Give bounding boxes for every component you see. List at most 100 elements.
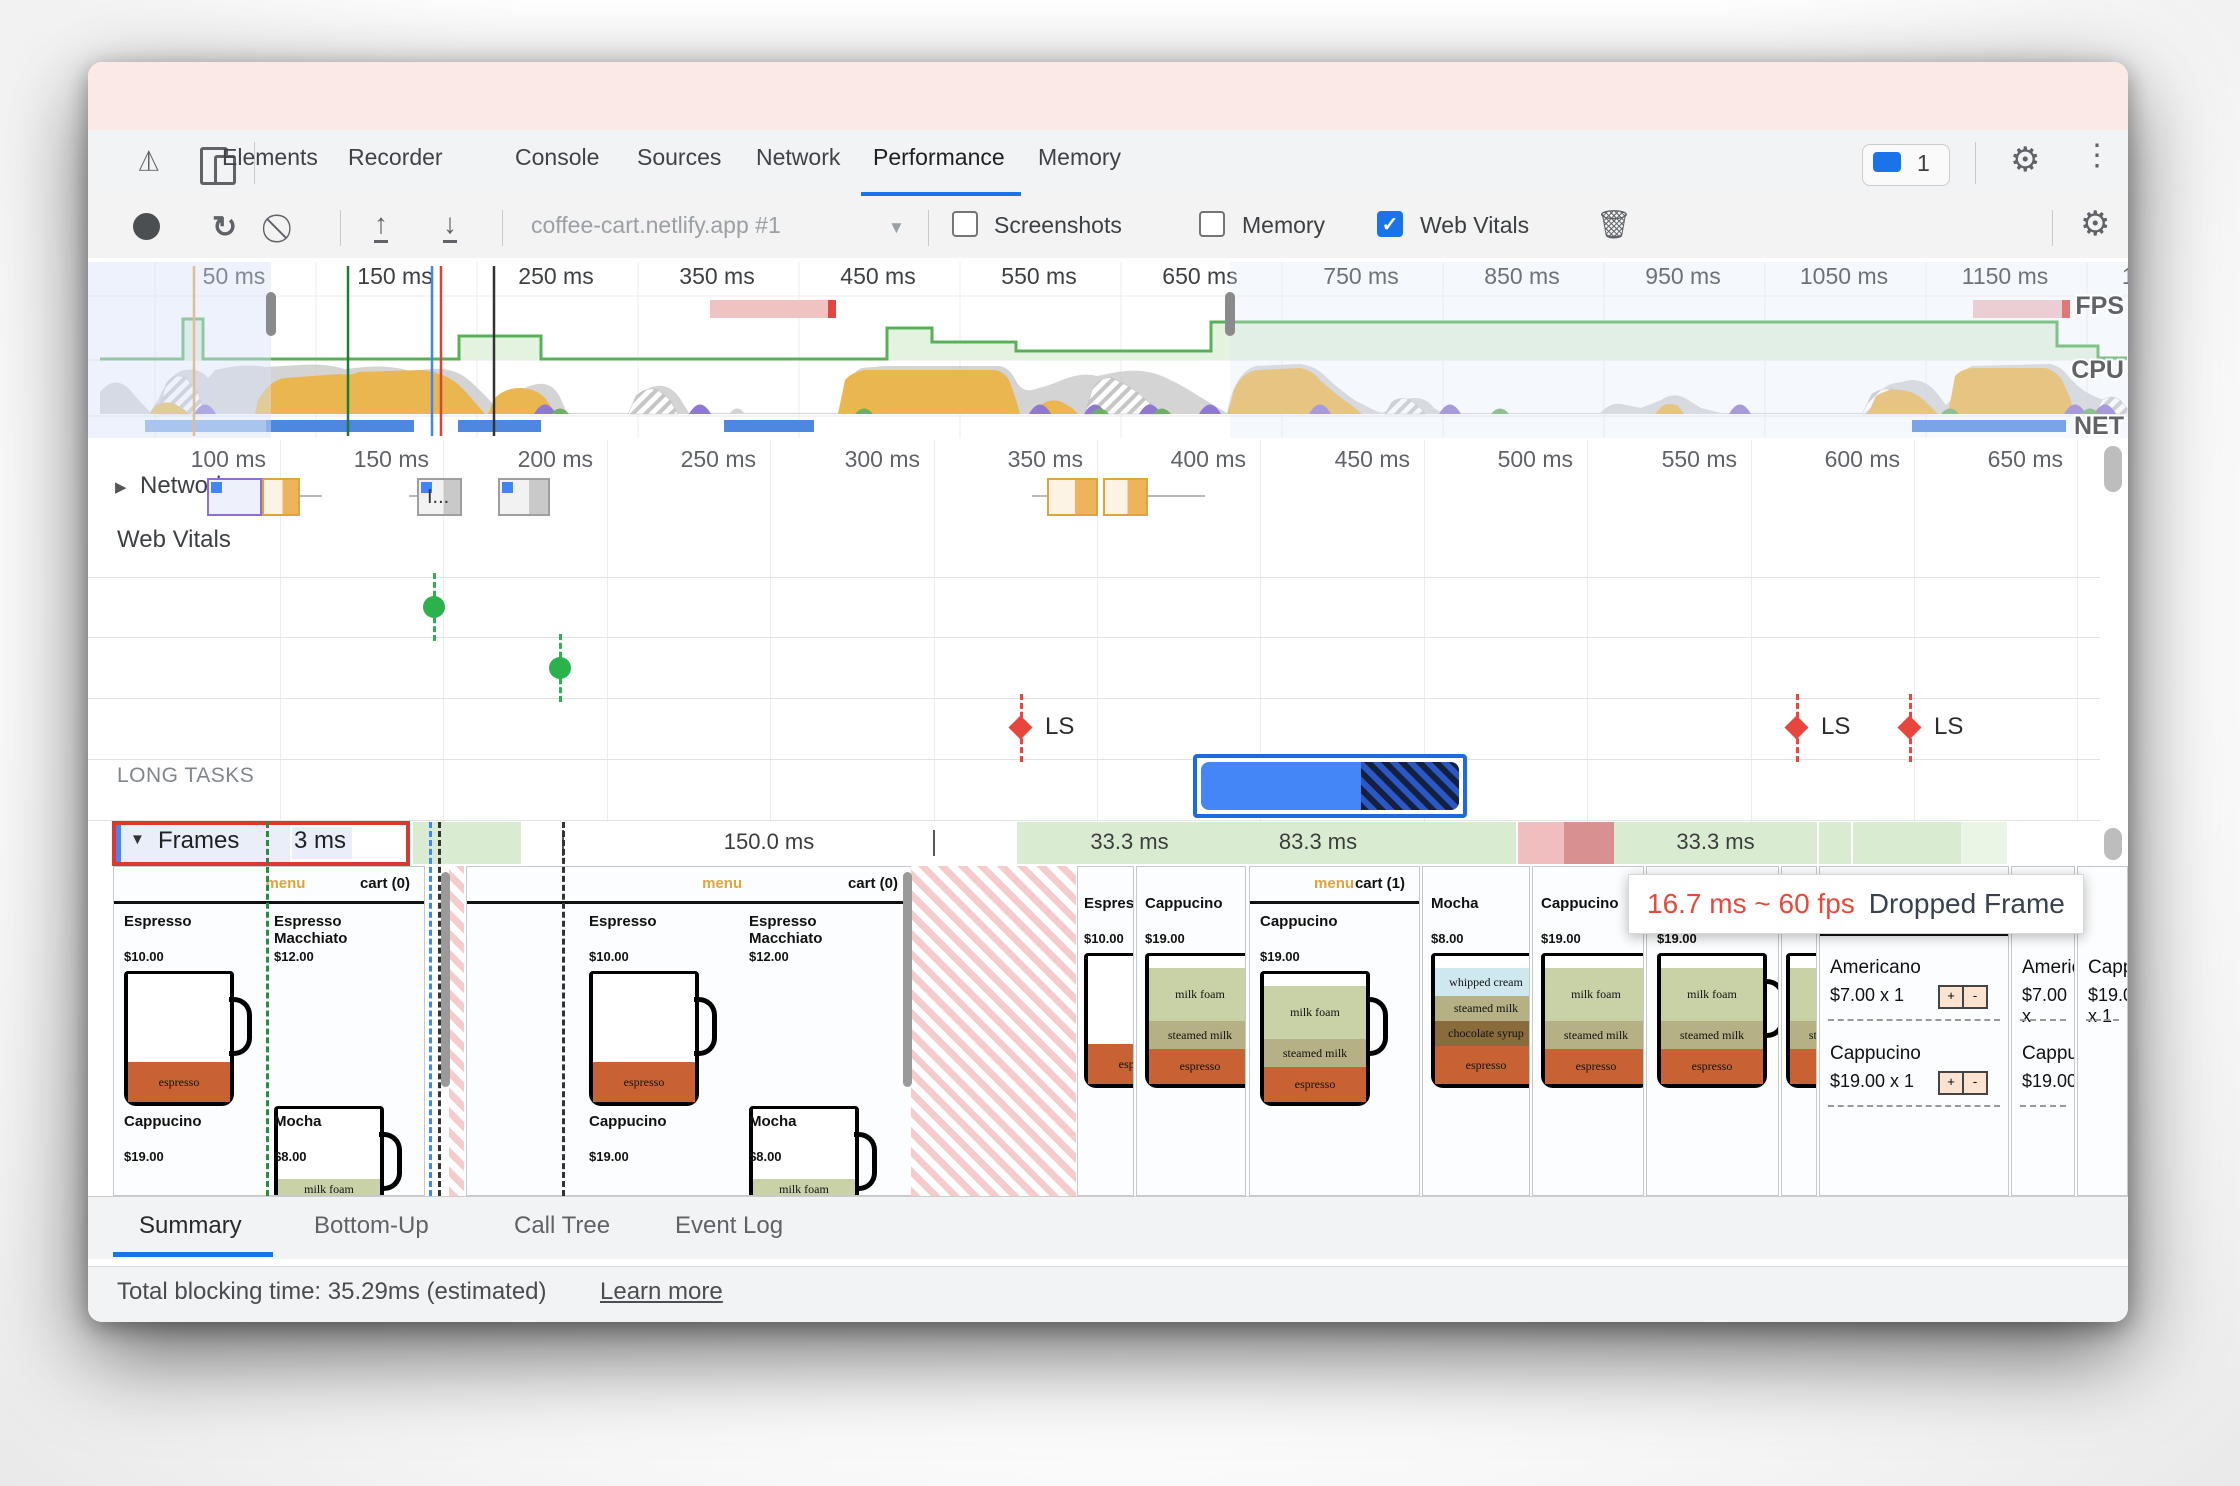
tab-performance[interactable]: Performance <box>873 144 1005 170</box>
svg-text:550 ms: 550 ms <box>1001 263 1076 289</box>
tab-network[interactable]: Network <box>756 144 841 170</box>
network-request-bar[interactable] <box>1047 478 1098 516</box>
load-profile-icon[interactable]: ↑ <box>374 208 388 243</box>
web-vital-good-dot[interactable] <box>549 657 571 679</box>
svg-text:350 ms: 350 ms <box>679 263 754 289</box>
app-header-underline <box>1250 901 1419 904</box>
svg-text:750 ms: 750 ms <box>1323 263 1398 289</box>
cart-minus-button[interactable]: - <box>1962 1071 1988 1095</box>
detail-ruler-label: 650 ms <box>1987 446 2063 472</box>
checkbox-label: Memory <box>1242 212 1326 238</box>
network-request-bar[interactable]: I... <box>417 478 462 516</box>
overview-strip[interactable]: 50 ms 150 ms 250 ms 350 ms 450 ms 550 ms 650 m… <box>88 258 2128 440</box>
panel-settings-gear-icon[interactable]: ⚙ <box>2080 205 2111 243</box>
frame-segment[interactable] <box>1961 822 2007 864</box>
cup-layer-espresso: espresso <box>1545 1049 1643 1084</box>
cup-handle <box>1365 997 1388 1056</box>
checkbox-memory[interactable] <box>1199 211 1225 237</box>
bottom-tab-summary[interactable]: Summary <box>139 1212 242 1239</box>
frame-segment[interactable] <box>1853 822 1961 864</box>
filmstrip-screenshot[interactable]: Mocha $8.00 espresso chocolate syrup steamed… <box>1422 866 1530 1196</box>
reload-icon[interactable]: ↻ <box>212 211 238 244</box>
request-whisker <box>1148 495 1205 497</box>
history-dropdown[interactable]: coffee-cart.netlify.app #1 <box>531 212 781 238</box>
frame-segment[interactable]: 33.3 ms <box>1069 822 1190 864</box>
cup-layer-steamed-milk: steamed milk <box>1545 1021 1643 1049</box>
network-request-bar[interactable] <box>1103 478 1148 516</box>
filmstrip-screenshot[interactable]: menu cart (0) Espresso $10.00 espresso Espres… <box>466 866 913 1196</box>
web-vitals-label: Web Vitals <box>117 526 231 553</box>
menu-item-price: $8.00 <box>1431 931 1464 946</box>
menu-item-price: $19.00 <box>124 1149 164 1164</box>
svg-text:1050 ms: 1050 ms <box>1800 263 1888 289</box>
tab-console[interactable]: Console <box>515 144 600 170</box>
frame-segment[interactable] <box>1017 822 1069 864</box>
device-toolbar-icon-2[interactable] <box>214 155 236 185</box>
save-profile-icon[interactable]: ↓ <box>443 208 457 243</box>
filmstrip-divider-handle[interactable] <box>441 872 450 1087</box>
bottom-tab-calltree[interactable]: Call Tree <box>514 1212 611 1239</box>
vertical-scrollbar-thumb[interactable] <box>2104 446 2122 492</box>
request-whisker <box>409 495 417 497</box>
cart-separator <box>1828 1105 2000 1107</box>
filmstrip-divider-handle[interactable] <box>903 872 912 1087</box>
cart-item-name: Cappucino <box>2088 957 2127 978</box>
frame-segment[interactable] <box>1446 822 1516 864</box>
tab-recorder[interactable]: Recorder <box>348 144 443 170</box>
learn-more-link[interactable]: Learn more <box>600 1278 723 1305</box>
filmstrip-screenshot[interactable]: menu cart (1) Cappucino $19.00 espresso steam… <box>1249 866 1420 1196</box>
inspect-icon[interactable]: ⌲ <box>132 149 166 173</box>
menu-item-price: $10.00 <box>589 949 629 964</box>
frames-scrollbar-thumb[interactable] <box>2104 828 2122 860</box>
total-blocking-time: Total blocking time: 35.29ms (estimated) <box>117 1278 547 1305</box>
tab-elements[interactable]: Elements <box>222 144 318 170</box>
checkbox-web-vitals[interactable]: ✓ <box>1377 211 1403 237</box>
filmstrip-screenshot[interactable]: Espresso$10.00espressoCappucino$19.00esp… <box>1077 866 1134 1196</box>
frames-expander-icon[interactable]: ▼ <box>130 831 145 848</box>
filmstrip-screenshot[interactable]: menu cart (0) Espresso $10.00 espresso Espres… <box>113 866 425 1196</box>
app-header-underline <box>114 901 424 904</box>
frames-track-header[interactable]: ▼ Frames <box>112 823 290 864</box>
cart-plus-button[interactable]: + <box>1938 1071 1964 1095</box>
history-dropdown-caret[interactable]: ▼ <box>888 218 905 237</box>
detail-gridline <box>280 440 281 822</box>
frame-segment[interactable]: 83.3 ms <box>1190 822 1446 864</box>
long-task-bar[interactable] <box>1193 754 1467 818</box>
frame-segment[interactable]: 150.0 ms <box>521 822 1017 864</box>
record-button[interactable] <box>133 213 160 240</box>
kebab-menu-icon[interactable]: ⋮ <box>2082 139 2112 172</box>
queue-chip <box>421 482 432 493</box>
bottom-tab-eventlog[interactable]: Event Log <box>675 1212 784 1239</box>
page-event-marker-line <box>429 822 432 1196</box>
detail-gridline <box>1260 440 1261 822</box>
network-request-bar[interactable] <box>207 478 262 516</box>
menu-item-name: Mocha <box>274 1113 322 1130</box>
frame-segment[interactable] <box>1564 822 1614 864</box>
settings-gear-icon[interactable]: ⚙ <box>2010 141 2041 179</box>
network-expander-icon[interactable]: ▶ <box>115 479 127 496</box>
network-request-bar[interactable] <box>498 478 550 516</box>
filmstrip-screenshot[interactable]: Cappucino $19.00 x 1 <box>2077 866 2128 1196</box>
frame-segment[interactable]: 33.3 ms <box>1614 822 1817 864</box>
menu-item-name: Espresso <box>1084 895 1134 912</box>
cart-minus-button[interactable]: - <box>1962 985 1988 1009</box>
overview-label-cpu: CPU <box>2071 356 2124 384</box>
tab-sources[interactable]: Sources <box>637 144 722 170</box>
layout-shift-label: LS <box>1934 713 1964 740</box>
checkbox-screenshots[interactable] <box>952 211 978 237</box>
svg-text:1150 ms: 1150 ms <box>1962 263 2049 289</box>
frame-segment[interactable] <box>1518 822 1564 864</box>
web-vital-good-dot[interactable] <box>423 596 445 618</box>
trash-icon[interactable]: 🗑 <box>1596 209 1632 240</box>
tab-memory[interactable]: Memory <box>1038 144 1122 170</box>
cart-item-qty: $19.00 <box>2022 1071 2075 1091</box>
bottom-tab-bottomup[interactable]: Bottom-Up <box>314 1212 429 1239</box>
network-request-bar[interactable] <box>262 478 300 516</box>
frame-segment[interactable] <box>1819 822 1851 864</box>
annotation-red-box <box>112 821 410 866</box>
cart-plus-button[interactable]: + <box>1938 985 1964 1009</box>
issues-button[interactable]: 1 <box>1862 144 1950 186</box>
